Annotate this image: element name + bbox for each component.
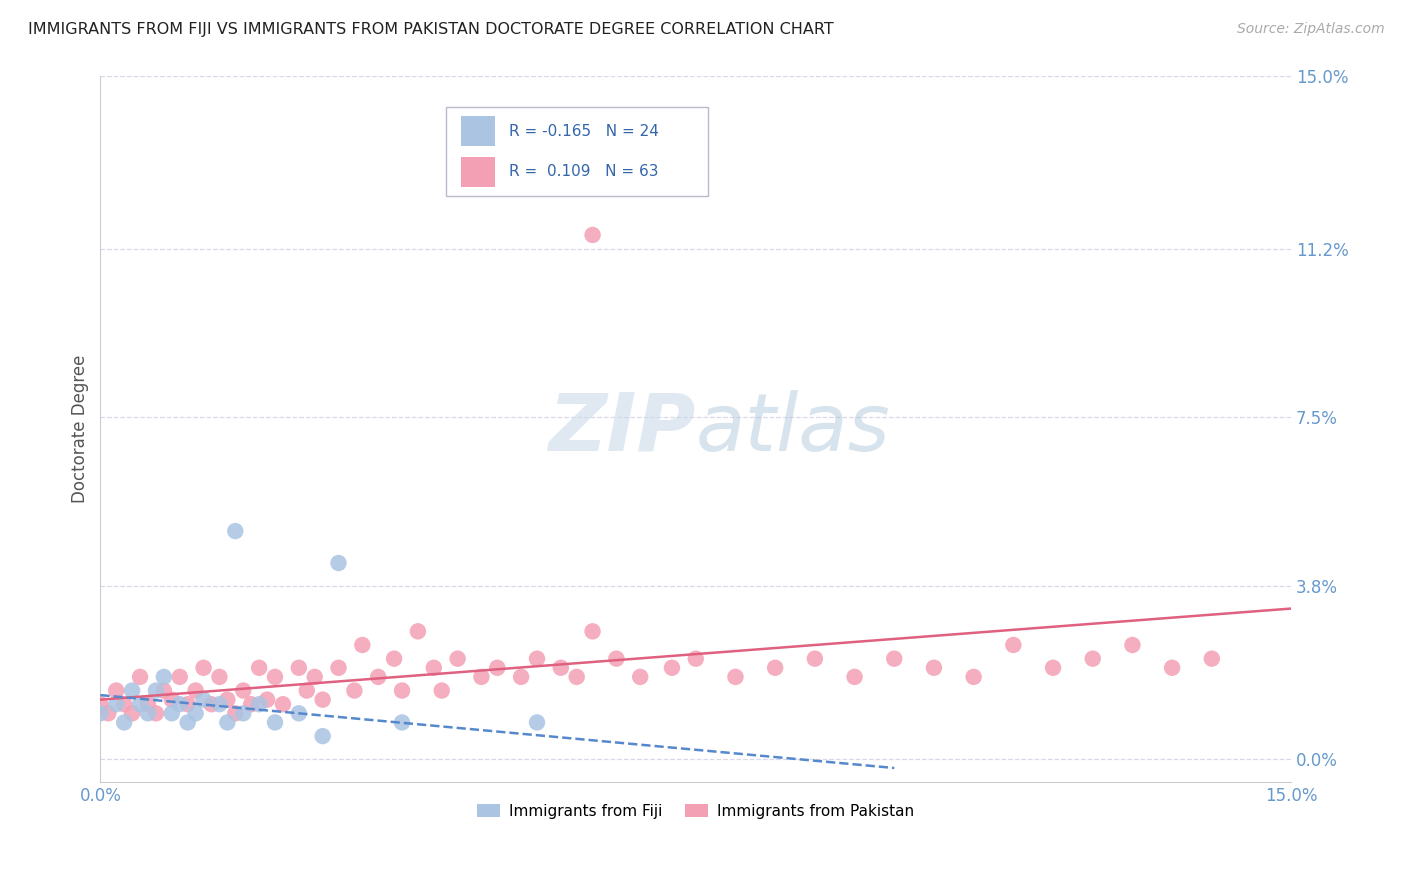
Point bbox=[430, 683, 453, 698]
FancyBboxPatch shape bbox=[461, 157, 495, 186]
Point bbox=[153, 683, 176, 698]
Point bbox=[145, 683, 167, 698]
Point bbox=[922, 661, 945, 675]
Point bbox=[288, 661, 311, 675]
Point bbox=[311, 729, 333, 743]
Point bbox=[962, 670, 984, 684]
Point bbox=[232, 706, 254, 721]
Point bbox=[724, 670, 747, 684]
Point bbox=[89, 706, 111, 721]
Point bbox=[112, 697, 135, 711]
Point bbox=[136, 706, 159, 721]
Point bbox=[391, 683, 413, 698]
Point bbox=[176, 697, 198, 711]
Legend: Immigrants from Fiji, Immigrants from Pakistan: Immigrants from Fiji, Immigrants from Pa… bbox=[471, 797, 921, 825]
Point bbox=[264, 670, 287, 684]
Point bbox=[217, 715, 239, 730]
Point bbox=[391, 715, 413, 730]
Point bbox=[1161, 661, 1184, 675]
Point bbox=[295, 683, 318, 698]
Point bbox=[382, 651, 405, 665]
Point bbox=[193, 661, 215, 675]
Point bbox=[763, 661, 786, 675]
Point bbox=[105, 683, 128, 698]
Point bbox=[1201, 651, 1223, 665]
Point bbox=[129, 697, 152, 711]
Point bbox=[367, 670, 389, 684]
Point bbox=[184, 683, 207, 698]
Point bbox=[264, 715, 287, 730]
Point bbox=[160, 692, 183, 706]
Point bbox=[406, 624, 429, 639]
Text: Source: ZipAtlas.com: Source: ZipAtlas.com bbox=[1237, 22, 1385, 37]
Point bbox=[486, 661, 509, 675]
Point bbox=[1002, 638, 1025, 652]
Point bbox=[145, 706, 167, 721]
Point bbox=[136, 697, 159, 711]
Point bbox=[844, 670, 866, 684]
Point bbox=[112, 715, 135, 730]
Point bbox=[176, 715, 198, 730]
Point bbox=[550, 661, 572, 675]
Point bbox=[446, 651, 468, 665]
FancyBboxPatch shape bbox=[446, 107, 707, 195]
Point bbox=[423, 661, 446, 675]
Point bbox=[97, 706, 120, 721]
Point bbox=[685, 651, 707, 665]
Point bbox=[804, 651, 827, 665]
Point bbox=[1121, 638, 1143, 652]
Point bbox=[247, 697, 270, 711]
Text: IMMIGRANTS FROM FIJI VS IMMIGRANTS FROM PAKISTAN DOCTORATE DEGREE CORRELATION CH: IMMIGRANTS FROM FIJI VS IMMIGRANTS FROM … bbox=[28, 22, 834, 37]
Point bbox=[121, 683, 143, 698]
Point bbox=[661, 661, 683, 675]
Point bbox=[1042, 661, 1064, 675]
Point bbox=[526, 715, 548, 730]
Point bbox=[256, 692, 278, 706]
Point bbox=[240, 697, 263, 711]
Point bbox=[581, 227, 603, 242]
Text: R =  0.109   N = 63: R = 0.109 N = 63 bbox=[509, 164, 658, 179]
Point bbox=[200, 697, 222, 711]
Point bbox=[89, 697, 111, 711]
Point bbox=[153, 670, 176, 684]
Point bbox=[605, 651, 627, 665]
Point bbox=[271, 697, 294, 711]
Point bbox=[1081, 651, 1104, 665]
Text: ZIP: ZIP bbox=[548, 390, 696, 467]
Point bbox=[169, 670, 191, 684]
Point bbox=[328, 661, 350, 675]
Point bbox=[169, 697, 191, 711]
Point bbox=[224, 706, 246, 721]
Point bbox=[288, 706, 311, 721]
Point bbox=[565, 670, 588, 684]
Point bbox=[232, 683, 254, 698]
Point bbox=[328, 556, 350, 570]
Text: atlas: atlas bbox=[696, 390, 890, 467]
Point bbox=[247, 661, 270, 675]
Point bbox=[581, 624, 603, 639]
Text: R = -0.165   N = 24: R = -0.165 N = 24 bbox=[509, 124, 658, 138]
Point bbox=[105, 697, 128, 711]
Point bbox=[193, 692, 215, 706]
Point bbox=[208, 697, 231, 711]
Point bbox=[526, 651, 548, 665]
Point bbox=[224, 524, 246, 538]
Point bbox=[208, 670, 231, 684]
Point bbox=[304, 670, 326, 684]
Y-axis label: Doctorate Degree: Doctorate Degree bbox=[72, 354, 89, 503]
Point bbox=[628, 670, 651, 684]
Point bbox=[311, 692, 333, 706]
Point bbox=[510, 670, 533, 684]
Point bbox=[184, 706, 207, 721]
Point bbox=[883, 651, 905, 665]
Point bbox=[352, 638, 374, 652]
Point bbox=[217, 692, 239, 706]
Point bbox=[160, 706, 183, 721]
Point bbox=[121, 706, 143, 721]
FancyBboxPatch shape bbox=[461, 116, 495, 146]
Point bbox=[129, 670, 152, 684]
Point bbox=[343, 683, 366, 698]
Point bbox=[470, 670, 492, 684]
